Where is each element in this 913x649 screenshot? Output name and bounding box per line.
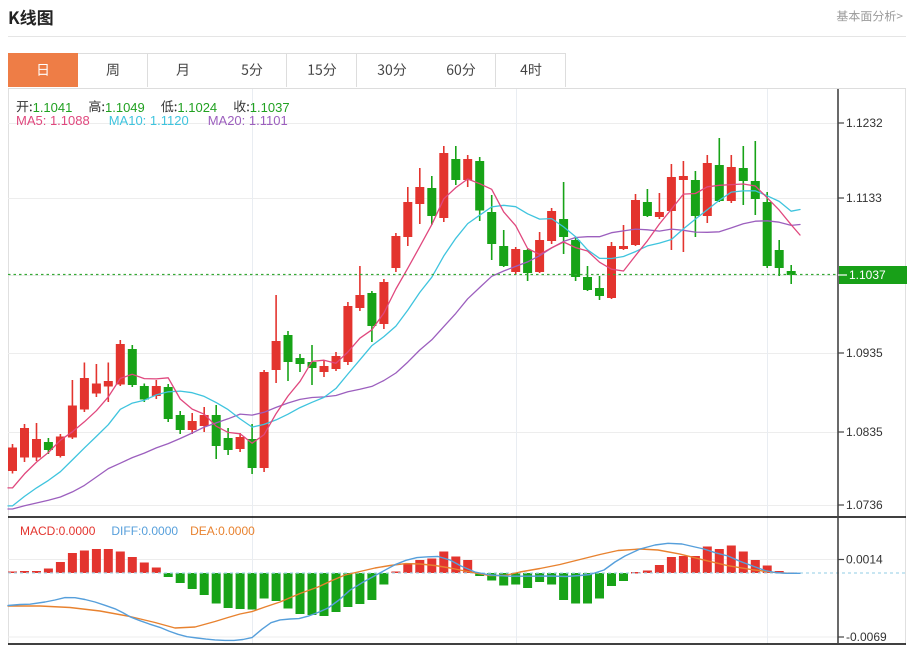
svg-text:1.1037: 1.1037 [849, 268, 886, 282]
svg-text:1.0835: 1.0835 [846, 425, 883, 439]
svg-text:1.0935: 1.0935 [846, 346, 883, 360]
svg-text:1.0736: 1.0736 [846, 498, 883, 512]
svg-text:1.1232: 1.1232 [846, 116, 883, 130]
svg-text:-0.0069: -0.0069 [846, 630, 887, 644]
svg-text:1.1133: 1.1133 [846, 191, 882, 205]
svg-text:0.0014: 0.0014 [846, 553, 883, 567]
